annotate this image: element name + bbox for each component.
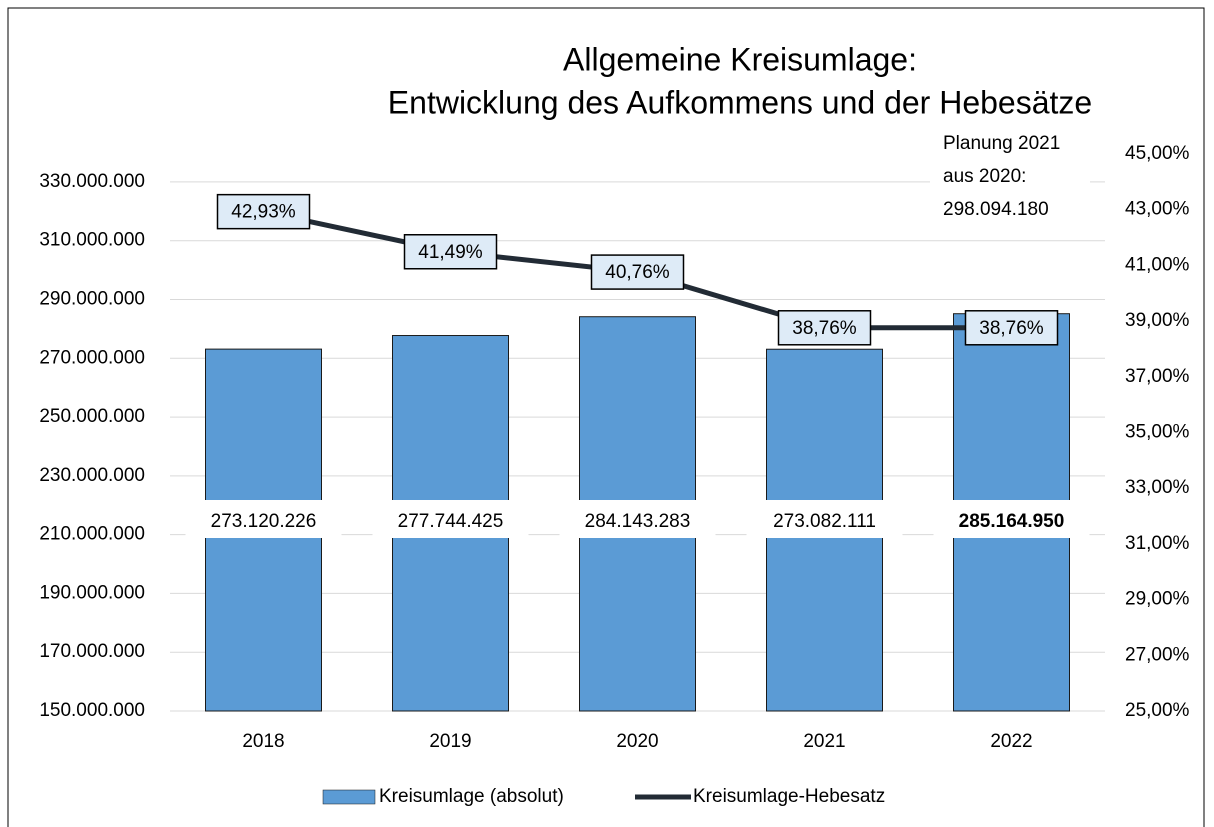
annotation: aus 2020: <box>943 166 1026 187</box>
data-label: 277.744.425 <box>398 511 504 532</box>
annotation-bg <box>930 128 1090 228</box>
chart-title: Allgemeine Kreisumlage: <box>563 41 917 77</box>
data-label-bg <box>746 500 903 538</box>
y-tick-label: 330.000.000 <box>39 171 145 192</box>
annotation: 298.094.180 <box>943 199 1049 220</box>
x-tick-label: 2020 <box>616 731 658 752</box>
data-label: 42,93% <box>231 202 296 223</box>
y-tick-label: 310.000.000 <box>39 230 145 251</box>
y2-tick-label: 43,00% <box>1125 199 1190 220</box>
y-tick-label: 230.000.000 <box>39 465 145 486</box>
x-tick-label: 2021 <box>803 731 845 752</box>
y2-tick-label: 45,00% <box>1125 143 1190 164</box>
y2-tick-label: 35,00% <box>1125 422 1190 443</box>
data-label: 273.082.111 <box>773 511 876 532</box>
y2-tick-label: 41,00% <box>1125 254 1190 275</box>
data-label-box <box>590 254 685 290</box>
annotation: Planung 2021 <box>943 133 1060 154</box>
y2-tick-label: 37,00% <box>1125 366 1190 387</box>
y-tick-label: 150.000.000 <box>39 700 145 721</box>
data-label-bg <box>933 500 1090 538</box>
data-label: 40,76% <box>605 262 670 283</box>
y2-tick-label: 39,00% <box>1125 310 1190 331</box>
data-label: 284.143.283 <box>585 511 691 532</box>
y-tick-label: 250.000.000 <box>39 406 145 427</box>
y2-tick-label: 25,00% <box>1125 700 1190 721</box>
data-label-bg <box>372 500 529 538</box>
data-label: 38,76% <box>979 318 1044 339</box>
y2-tick-label: 27,00% <box>1125 644 1190 665</box>
y-tick-label: 210.000.000 <box>39 524 145 545</box>
legend-label: Kreisumlage (absolut) <box>379 786 564 807</box>
data-label: 273.120.226 <box>211 511 317 532</box>
legend-swatch <box>322 789 376 805</box>
y2-tick-label: 33,00% <box>1125 477 1190 498</box>
y-tick-label: 170.000.000 <box>39 641 145 662</box>
chart-title: Entwicklung des Aufkommens und der Hebes… <box>388 84 1092 120</box>
data-label-bg <box>185 500 342 538</box>
data-label-bg <box>559 500 716 538</box>
data-label: 285.164.950 <box>959 511 1065 532</box>
y2-tick-label: 29,00% <box>1125 589 1190 610</box>
y2-tick-label: 31,00% <box>1125 533 1190 554</box>
data-label-box <box>777 310 872 346</box>
x-tick-label: 2018 <box>242 731 284 752</box>
y-tick-label: 190.000.000 <box>39 582 145 603</box>
data-label-box <box>403 234 498 270</box>
data-label: 41,49% <box>418 242 483 263</box>
data-label-box <box>216 193 311 230</box>
x-tick-label: 2019 <box>429 731 471 752</box>
x-tick-label: 2022 <box>990 731 1032 752</box>
y-tick-label: 270.000.000 <box>39 347 145 368</box>
y-tick-label: 290.000.000 <box>39 289 145 310</box>
legend-label: Kreisumlage-Hebesatz <box>693 786 885 807</box>
data-label-box <box>964 310 1059 346</box>
data-label: 38,76% <box>792 318 857 339</box>
